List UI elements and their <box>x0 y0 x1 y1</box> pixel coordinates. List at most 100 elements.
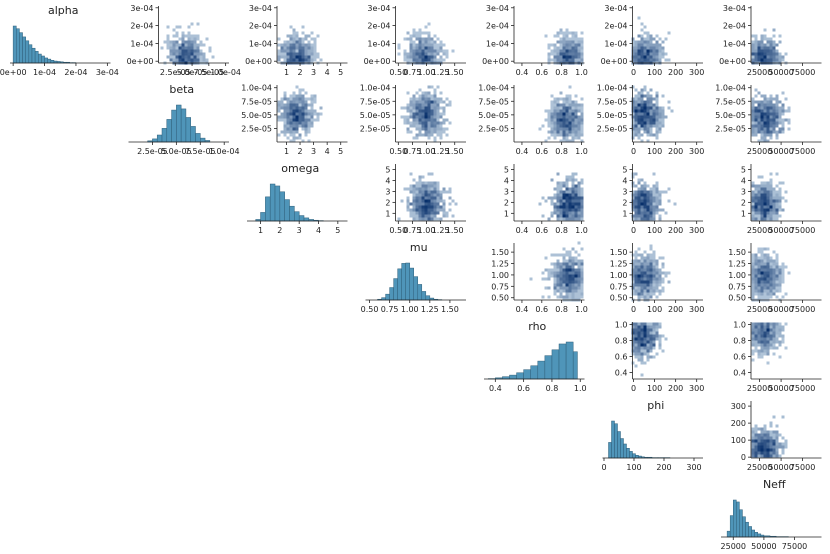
density-cell <box>775 283 779 287</box>
density-cell <box>412 136 416 140</box>
density-cell <box>562 37 566 41</box>
density-cell <box>565 100 569 104</box>
density-cell <box>646 286 650 290</box>
density-cell <box>781 196 785 200</box>
density-cell <box>646 121 650 125</box>
density-cell <box>631 289 635 293</box>
density-cell <box>442 121 446 125</box>
density-cell <box>277 100 281 104</box>
density-cell <box>205 58 209 62</box>
density-cell <box>565 94 569 98</box>
density-cell <box>766 121 770 125</box>
density-cell <box>640 37 644 41</box>
density-cell <box>760 112 764 116</box>
y-tick-label: 0e+00 <box>364 57 391 66</box>
density-cell <box>193 49 197 53</box>
x-tick-label: 7.5e-05 <box>193 68 224 77</box>
density-cell <box>556 106 560 110</box>
density-cell <box>574 43 578 47</box>
density-cell <box>760 337 764 341</box>
density-cell <box>757 331 761 335</box>
y-tick-label: 1.50 <box>610 248 628 257</box>
density-cell <box>559 211 563 215</box>
density-cell <box>655 91 659 95</box>
density-cell <box>769 118 773 122</box>
histogram-bar <box>180 108 187 143</box>
density-cell <box>787 106 791 110</box>
density-cell <box>298 112 302 116</box>
density-cell <box>298 52 302 56</box>
density-cell <box>763 199 767 203</box>
density-cell <box>760 355 764 359</box>
density-cell <box>568 40 572 44</box>
density-cell <box>568 55 572 59</box>
density-cell <box>760 124 764 128</box>
density-cell <box>565 37 569 41</box>
density-cell <box>406 109 410 113</box>
density-cell <box>649 127 653 131</box>
density-cell <box>631 328 635 332</box>
density-cell <box>760 283 764 287</box>
density-cell <box>649 58 653 62</box>
density-cell <box>298 124 302 128</box>
density-cell <box>646 115 650 119</box>
x-tick-label: 100 <box>647 384 662 393</box>
density-cell <box>760 277 764 281</box>
density-cell <box>562 55 566 59</box>
histogram-bar <box>413 276 419 301</box>
density-cell <box>763 325 767 329</box>
y-tick-label: 1e-04 <box>723 39 746 48</box>
density-cell <box>772 208 776 212</box>
density-cell <box>301 52 305 56</box>
density-cell <box>778 187 782 191</box>
density-cell <box>562 130 566 134</box>
density-cell <box>289 127 293 131</box>
density-cell <box>760 334 764 338</box>
density-cell <box>424 109 428 113</box>
density-cell <box>646 124 650 128</box>
density-cell <box>781 103 785 107</box>
density-cell <box>649 46 653 50</box>
density-cell <box>424 127 428 131</box>
density-cell <box>412 55 416 59</box>
x-tick-label: 100 <box>647 226 662 235</box>
density-cell <box>772 217 776 221</box>
density-cell <box>442 109 446 113</box>
density-cell <box>640 355 644 359</box>
density-cell <box>430 100 434 104</box>
density-cell <box>778 214 782 218</box>
density-cell <box>763 43 767 47</box>
density-cell <box>424 100 428 104</box>
density-cell <box>286 121 290 125</box>
density-cell <box>421 190 425 194</box>
density-cell <box>772 193 776 197</box>
histogram-bar <box>269 183 276 222</box>
density-cell <box>556 100 560 104</box>
density-cell <box>286 43 290 47</box>
density-cell <box>310 109 314 113</box>
density-cell <box>415 136 419 140</box>
density-cell <box>634 49 638 53</box>
density-cell <box>439 46 443 50</box>
density-cell <box>562 112 566 116</box>
density-cell <box>580 277 584 281</box>
density-cell <box>652 262 656 266</box>
density-cell <box>298 109 302 113</box>
density-cell <box>781 124 785 128</box>
density-cell <box>754 286 758 290</box>
density-cell <box>556 196 560 200</box>
density-cell <box>559 184 563 188</box>
density-cell <box>286 55 290 59</box>
density-cell <box>553 43 557 47</box>
density-cell <box>547 295 551 299</box>
density-cell <box>571 115 575 119</box>
density-cell <box>571 262 575 266</box>
density-cell <box>631 136 635 140</box>
density-cell <box>199 55 203 59</box>
density-cell <box>757 127 761 131</box>
density-cell <box>643 46 647 50</box>
density-cell <box>565 106 569 110</box>
density-cell <box>166 55 170 59</box>
density-cell <box>568 97 572 101</box>
density-cell <box>556 58 560 62</box>
